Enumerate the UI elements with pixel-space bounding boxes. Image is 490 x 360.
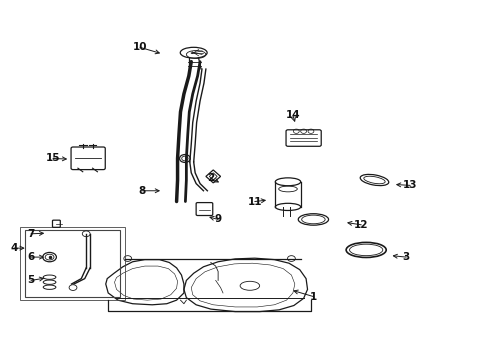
Text: 8: 8 (139, 186, 146, 196)
Bar (20, 226, 125, 300)
Text: 4: 4 (11, 243, 18, 253)
Text: 1: 1 (310, 292, 317, 302)
Text: 5: 5 (27, 275, 35, 285)
Text: 15: 15 (46, 153, 60, 163)
Text: 12: 12 (354, 220, 368, 230)
Text: 7: 7 (27, 229, 35, 239)
Bar (25, 230, 121, 297)
Text: 10: 10 (133, 42, 147, 52)
Text: 11: 11 (247, 197, 262, 207)
Text: 14: 14 (286, 111, 300, 121)
Text: 2: 2 (207, 173, 215, 183)
Text: 9: 9 (215, 215, 221, 224)
Text: 6: 6 (27, 252, 35, 262)
Text: 13: 13 (403, 180, 417, 190)
Text: 3: 3 (403, 252, 410, 262)
